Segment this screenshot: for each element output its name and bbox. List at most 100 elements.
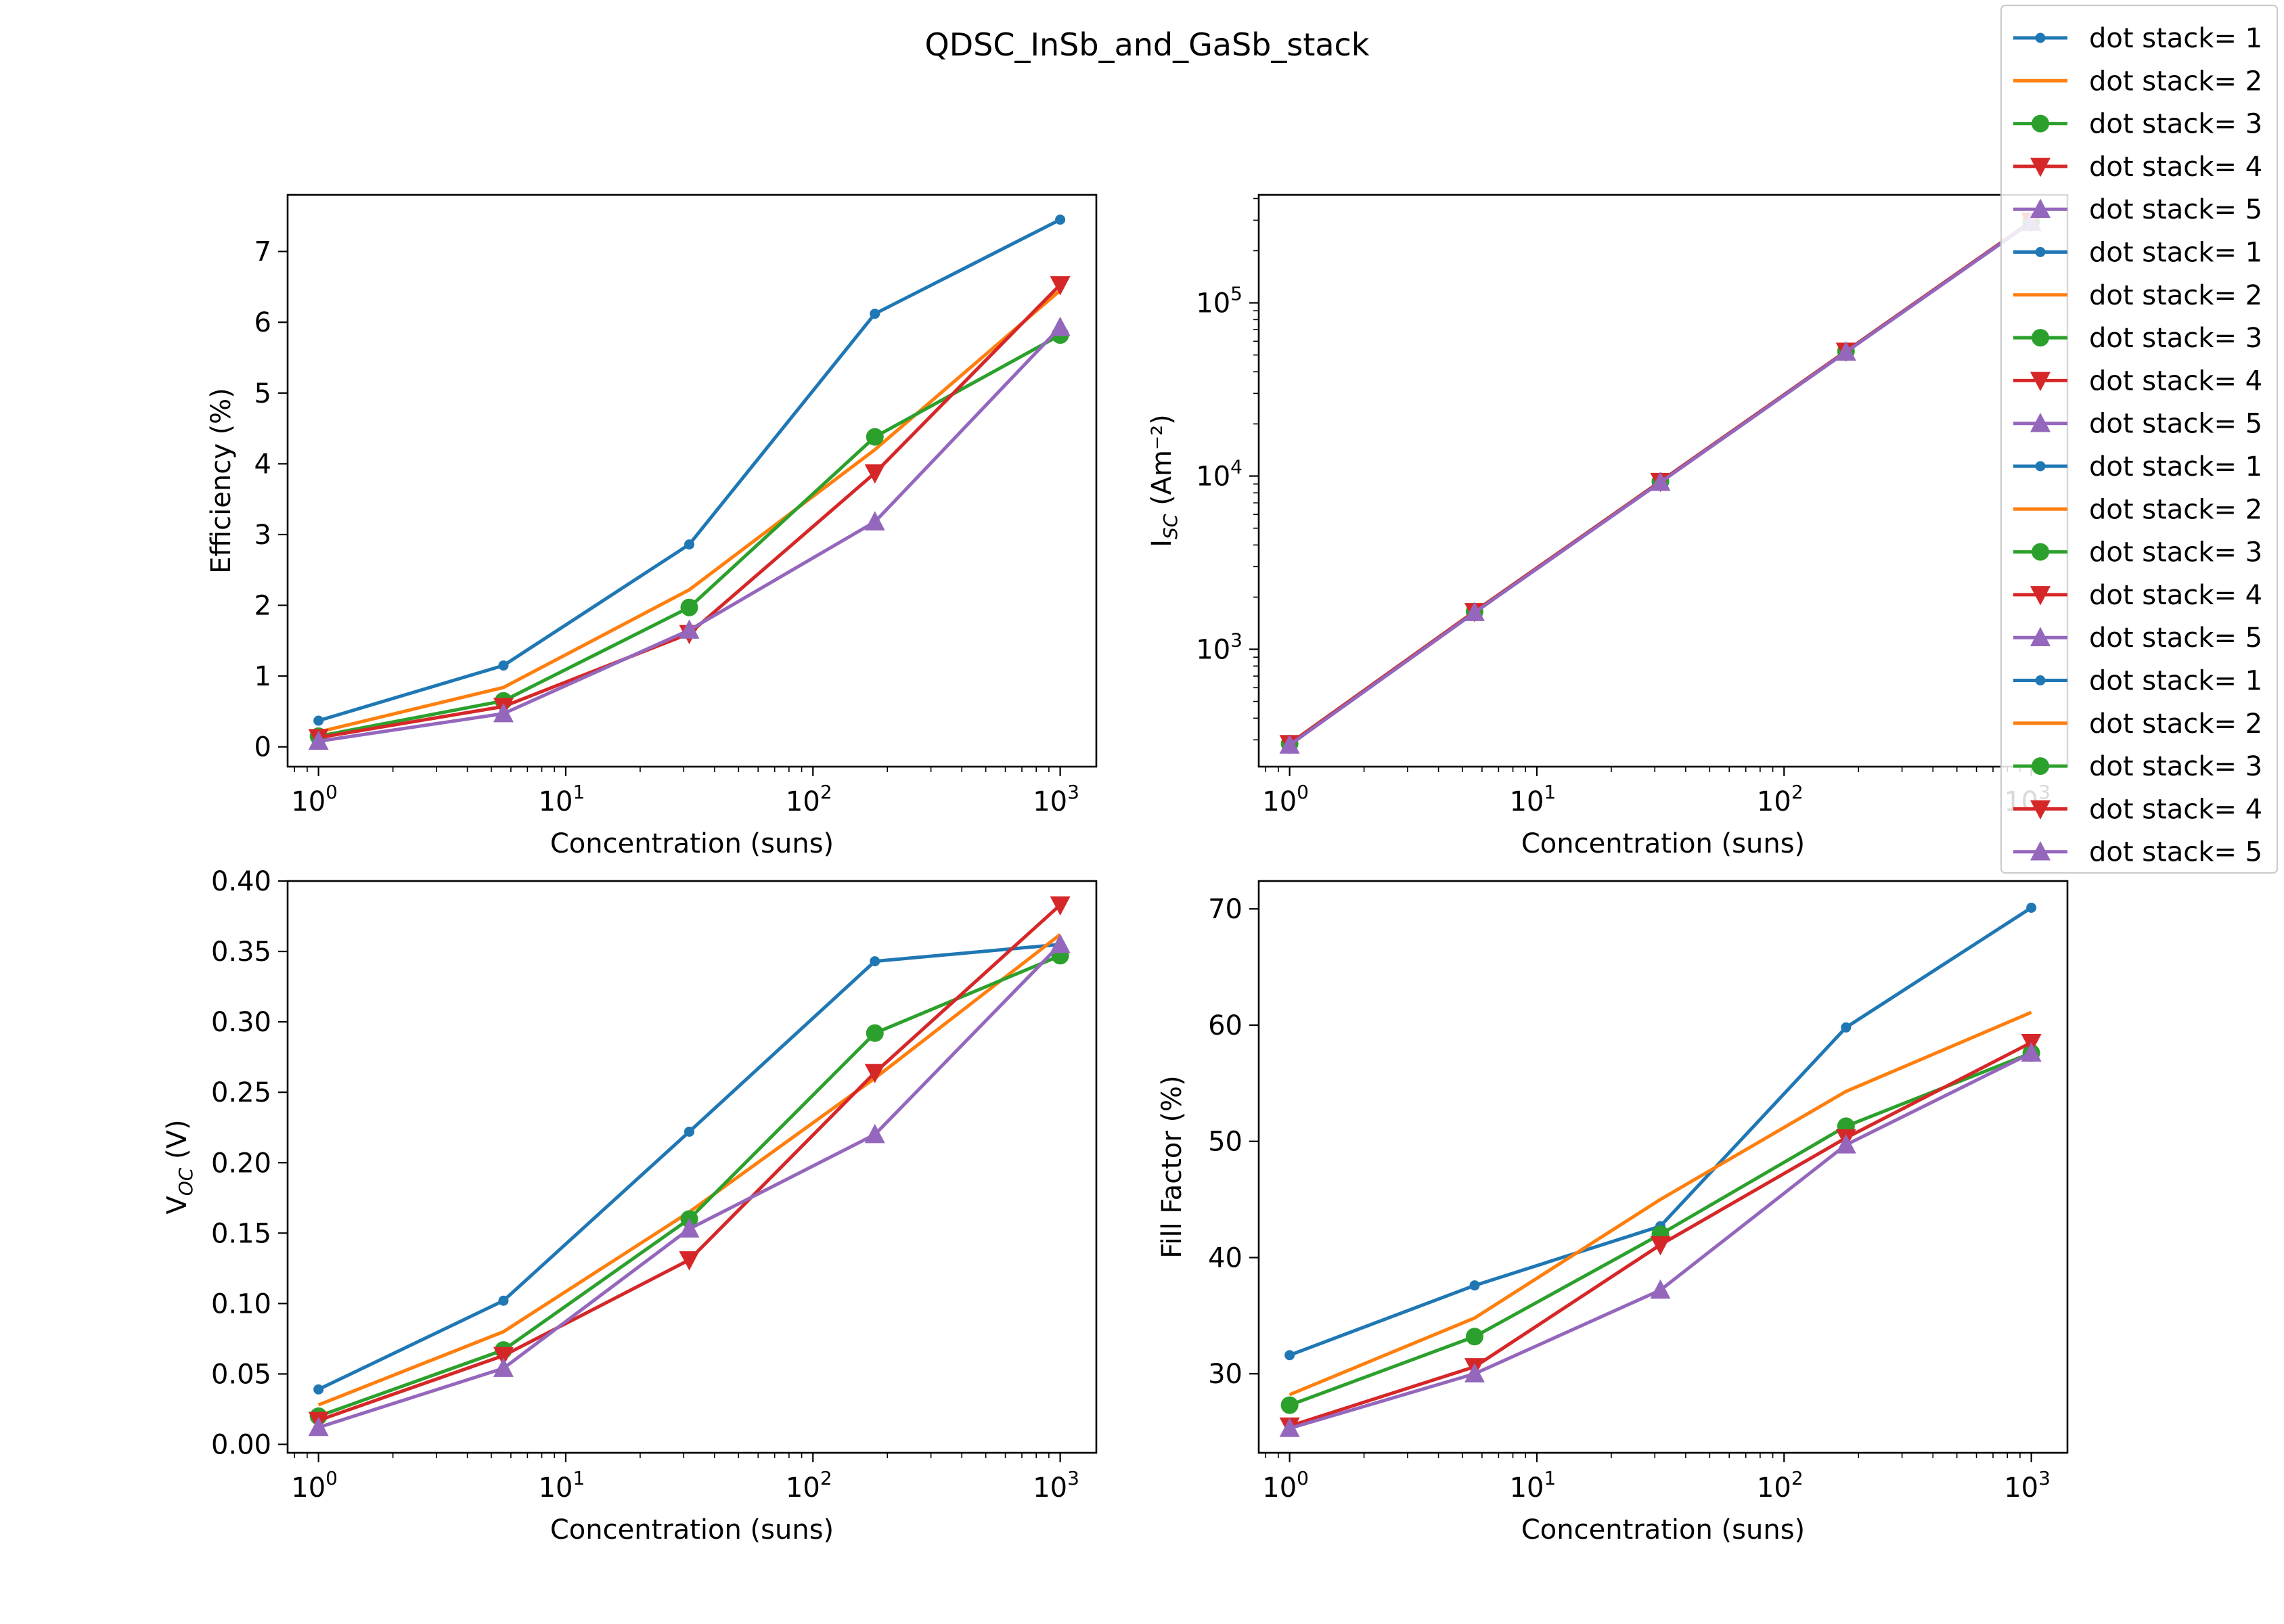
legend-marker [2030,198,2051,218]
series-line-1 [317,218,1061,723]
x-tick-label: 100 [1262,781,1309,817]
data-point [870,309,880,319]
legend-label: dot stack= 4 [2089,794,2262,825]
data-point [1284,1350,1295,1361]
legend-item: dot stack= 3 [2013,323,2262,354]
legend-marker [2035,32,2046,43]
x-tick-label: 102 [786,1467,832,1504]
x-tick-label: 103 [1033,1467,1079,1504]
y-tick-label: 0.35 [211,937,271,968]
data-point [1050,933,1071,953]
plot-area [308,215,1071,750]
legend-item: dot stack= 2 [2013,708,2262,740]
legend-item: dot stack= 2 [2013,66,2262,97]
y-tick-label: 30 [1208,1359,1242,1390]
legend-label: dot stack= 2 [2089,280,2262,311]
data-point [1464,1363,1485,1382]
legend-marker [2030,800,2051,820]
series-line-4 [318,284,1062,740]
y-tick-label: 50 [1208,1127,1242,1158]
legend-marker [2030,627,2051,646]
legend-marker [2030,412,2051,432]
legend-label: dot stack= 1 [2089,238,2262,269]
y-tick-label: 2 [254,591,271,622]
subplot-3: 100 101 102 103 0.00 0.05 0.10 0.15 0.20 0.25 0.30… [162,866,1098,1546]
legend-marker [2032,114,2049,133]
data-point [493,1357,514,1377]
legend-item: dot stack= 4 [2013,580,2262,611]
y-tick-label: 0.30 [211,1007,271,1038]
legend-label: dot stack= 5 [2089,623,2262,654]
plot-area [1279,903,2042,1437]
data-point [1650,472,1671,491]
data-point [1055,215,1066,225]
legend-item: dot stack= 2 [2013,280,2262,311]
legend-marker [2030,158,2051,177]
legend-label: dot stack= 5 [2089,837,2262,868]
legend-label: dot stack= 2 [2089,66,2262,97]
y-axis-label: Fill Factor (%) [1157,1075,1188,1259]
series-line-2 [318,289,1062,734]
x-axis-label: Concentration (suns) [1521,1514,1805,1546]
data-point [2021,1042,2042,1062]
data-point [498,1295,509,1306]
data-point [679,1218,700,1238]
legend-item: dot stack= 3 [2013,537,2262,568]
x-axis-label: Concentration (suns) [550,1514,834,1546]
y-tick-label: 60 [1208,1010,1242,1041]
data-point [864,511,885,531]
y-axis-label: ISC (Am⁻²) [1146,414,1182,547]
y-tick-label: 0.20 [211,1148,271,1179]
data-point [1835,341,1856,361]
subplots: 100 101 102 103 0 1 2 3 4 5 6 7 Concentration (suns)… [162,194,2069,1546]
data-point [1050,276,1071,296]
x-tick-label: 101 [539,781,585,817]
data-point [1050,896,1071,916]
data-point [308,730,329,750]
legend-marker [2035,247,2046,257]
legend-item: dot stack= 4 [2013,365,2262,397]
legend-item: dot stack= 2 [2013,494,2262,525]
legend-marker [2030,586,2051,606]
data-point [1280,1396,1299,1414]
legend-item: dot stack= 4 [2013,152,2262,183]
legend-label: dot stack= 2 [2089,494,2262,525]
y-axis-label: VOC (V) [162,1119,197,1214]
series-line-4 [317,903,1062,1422]
legend-item: dot stack= 5 [2013,194,2262,225]
axes-frame [286,194,1098,768]
legend-label: dot stack= 1 [2089,23,2262,54]
data-point [1469,1280,1480,1291]
y-axis-label: Efficiency (%) [206,388,237,574]
data-point [313,715,324,726]
y-tick-label: 7 [254,237,271,268]
data-point [679,1251,700,1271]
series-line-3 [317,953,1061,1418]
legend-marker [2030,840,2051,861]
legend-item: dot stack= 5 [2013,409,2262,440]
legend-label: dot stack= 3 [2089,323,2262,354]
subplot-1: 100 101 102 103 0 1 2 3 4 5 6 7 Concentration (suns)… [206,194,1098,859]
y-tick-label: 0.10 [211,1288,271,1320]
legend-item: dot stack= 1 [2013,666,2262,697]
y-tick-label: 105 [1196,283,1242,319]
data-point [864,464,885,484]
data-point [1050,316,1071,336]
y-tick-label: 104 [1196,456,1242,493]
axes-frame [286,880,1098,1454]
legend-label: dot stack= 3 [2089,109,2262,140]
data-point [493,702,514,723]
y-tick-label: 40 [1208,1242,1242,1273]
legend-label: dot stack= 1 [2089,666,2262,697]
legend-item: dot stack= 4 [2013,794,2262,825]
legend-marker [2030,371,2051,392]
x-tick-label: 100 [291,1467,338,1504]
data-point [493,1347,514,1367]
legend-label: dot stack= 3 [2089,751,2262,782]
data-point [864,1064,885,1083]
data-point [1279,734,1300,754]
axes-frame [1257,880,2069,1454]
data-point [684,1126,695,1137]
x-tick-label: 101 [1510,1467,1557,1504]
legend-label: dot stack= 2 [2089,708,2262,740]
